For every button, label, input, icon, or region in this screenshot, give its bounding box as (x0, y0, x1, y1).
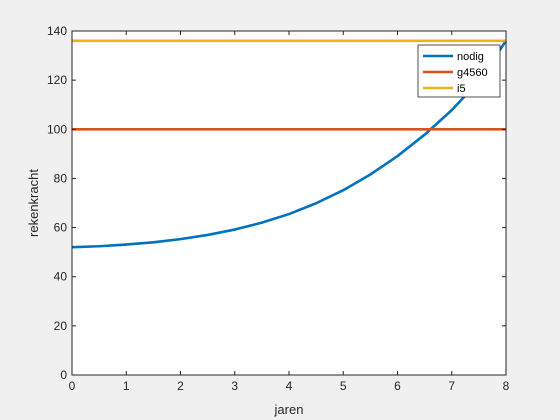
y-tick-label: 60 (54, 221, 68, 235)
y-tick-label: 0 (60, 368, 67, 382)
y-axis-label: rekenkracht (26, 169, 41, 237)
y-tick-label: 140 (47, 24, 67, 38)
y-tick-label: 100 (47, 122, 67, 136)
x-tick-label: 1 (123, 379, 130, 393)
legend-label: i5 (457, 83, 466, 95)
x-tick-label: 5 (340, 379, 347, 393)
y-tick-label: 120 (47, 73, 67, 87)
x-tick-label: 7 (448, 379, 455, 393)
y-tick-label: 40 (54, 270, 68, 284)
x-tick-label: 2 (177, 379, 184, 393)
series-layer (71, 39, 508, 249)
x-tick-label: 8 (503, 379, 510, 393)
x-tick-label: 6 (394, 379, 401, 393)
x-axis-label: jaren (274, 402, 304, 417)
x-axis: 0 1 2 3 4 5 6 7 8 (69, 31, 510, 393)
x-tick-label: 4 (286, 379, 293, 393)
x-tick-label: 3 (231, 379, 238, 393)
legend-label: g4560 (457, 67, 488, 79)
series-line-nodig (71, 40, 508, 249)
legend-label: nodig (457, 51, 484, 63)
legend: nodig g4560 i5 (417, 44, 501, 98)
y-tick-label: 20 (54, 319, 68, 333)
y-axis: 0 20 40 60 80 100 120 140 (47, 24, 506, 382)
y-tick-label: 80 (54, 171, 68, 185)
x-tick-label: 0 (69, 379, 76, 393)
